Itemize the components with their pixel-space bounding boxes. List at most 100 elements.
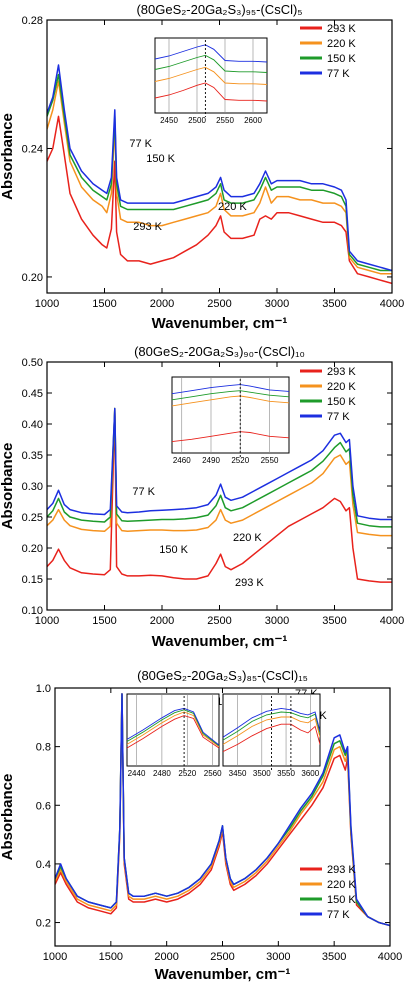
x-axis-label: Wavenumber, cm⁻¹ bbox=[152, 633, 288, 650]
inset-frame bbox=[154, 37, 268, 114]
x-axis-label: Wavenumber, cm⁻¹ bbox=[155, 966, 291, 983]
inset-series-line bbox=[127, 715, 219, 749]
inset-2: 3450 3500 3550 3600 bbox=[222, 693, 321, 778]
x-tick-label: 4000 bbox=[380, 615, 404, 627]
inset-tick-label: 2450 bbox=[160, 116, 178, 125]
series-line-77k bbox=[47, 64, 392, 272]
inset-tick-label: 3450 bbox=[229, 769, 247, 778]
series-group bbox=[47, 64, 392, 285]
curve-annotation: 220 K bbox=[218, 201, 247, 213]
series-line-150k bbox=[47, 407, 392, 528]
inset-tick-label: 2550 bbox=[261, 456, 279, 465]
y-tick-label: 0.20 bbox=[22, 272, 43, 284]
legend-label: 150 K bbox=[327, 894, 356, 906]
y-tick-label: 0.35 bbox=[22, 450, 43, 462]
inset-series-line bbox=[155, 66, 267, 85]
inset-tick-label: 2500 bbox=[188, 116, 206, 125]
curve-annotation: 220 K bbox=[233, 532, 262, 544]
inset-series-line bbox=[127, 711, 219, 747]
legend-label: 293 K bbox=[327, 366, 356, 378]
series-line-150k bbox=[47, 73, 392, 272]
inset-tick-label: 3500 bbox=[253, 769, 271, 778]
panel-2: (80GeS₂-20Ga₂S₃)₉₀-(CsCl)₁₀ 1000 1500 2000 2… bbox=[0, 344, 404, 650]
x-tick-label: 2500 bbox=[210, 951, 234, 963]
x-tick-label: 3500 bbox=[322, 615, 346, 627]
panel-title: (80GeS₂-20Ga₂S₃)₉₀-(CsCl)₁₀ bbox=[134, 344, 305, 359]
inset-1: 2460 2490 2520 2550 bbox=[171, 376, 290, 465]
legend-label: 77 K bbox=[327, 909, 350, 921]
inset-series-group bbox=[155, 44, 267, 102]
legend-label: 293 K bbox=[327, 23, 356, 35]
y-tick-label: 0.28 bbox=[22, 15, 43, 27]
y-tick-label: 0.25 bbox=[22, 512, 43, 524]
x-tick-label: 4000 bbox=[378, 951, 402, 963]
x-tick-label: 2000 bbox=[150, 615, 174, 627]
inset-series-line bbox=[155, 54, 267, 73]
legend-label: 220 K bbox=[327, 38, 356, 50]
inset-frame bbox=[171, 376, 290, 454]
y-tick-label: 1.0 bbox=[36, 683, 51, 695]
series-line-77k bbox=[55, 693, 390, 927]
inset-tick-label: 2480 bbox=[153, 769, 171, 778]
series-line-293k bbox=[47, 115, 392, 285]
x-tick-label: 1000 bbox=[43, 951, 67, 963]
inset-series-group bbox=[223, 707, 320, 753]
legend-label: 150 K bbox=[327, 396, 356, 408]
x-tick-label: 3500 bbox=[322, 951, 346, 963]
x-tick-label: 3000 bbox=[265, 298, 289, 310]
panel-title: (80GeS₂-20Ga₂S₃)₉₅-(CsCl)₅ bbox=[136, 2, 302, 17]
series-group bbox=[55, 693, 390, 927]
inset-series-line bbox=[223, 723, 320, 753]
x-tick-label: 1500 bbox=[99, 951, 123, 963]
inset-tick-label: 2460 bbox=[173, 456, 191, 465]
panel-3: (80GeS₂-20Ga₂S₃)₈₅-(CsCl)₁₅ 1000 1500 2000 2… bbox=[0, 668, 402, 983]
x-axis-label: Wavenumber, cm⁻¹ bbox=[152, 315, 288, 332]
inset-series-line bbox=[172, 390, 289, 401]
y-tick-label: 0.24 bbox=[22, 143, 43, 155]
y-axis-label: Absorbance bbox=[0, 113, 16, 200]
inset-tick-label: 2440 bbox=[128, 769, 146, 778]
legend-label: 220 K bbox=[327, 381, 356, 393]
inset-tick-label: 2560 bbox=[204, 769, 222, 778]
y-tick-label: 0.30 bbox=[22, 481, 43, 493]
legend: 293 K 220 K 150 K 77 K bbox=[300, 366, 356, 423]
legend-label: 293 K bbox=[327, 864, 356, 876]
x-tick-label: 2500 bbox=[207, 615, 231, 627]
panel-1: (80GeS₂-20Ga₂S₃)₉₅-(CsCl)₅ 1000 1500 2000 25… bbox=[0, 2, 404, 332]
curve-annotation: 293 K bbox=[133, 221, 162, 233]
x-tick-label: 1000 bbox=[35, 615, 59, 627]
inset-series-group bbox=[172, 384, 289, 443]
y-tick-label: 0.8 bbox=[36, 742, 51, 754]
inset-series-line bbox=[172, 431, 289, 443]
x-tick-label: 1500 bbox=[92, 298, 116, 310]
inset-series-group bbox=[127, 707, 219, 749]
x-tick-label: 3500 bbox=[322, 298, 346, 310]
legend: 293 K 220 K 150 K 77 K bbox=[300, 864, 356, 921]
y-tick-label: 0.4 bbox=[36, 859, 51, 871]
inset-tick-label: 2490 bbox=[202, 456, 220, 465]
inset-tick-label: 2520 bbox=[178, 769, 196, 778]
inset-series-line bbox=[172, 384, 289, 395]
y-tick-label: 0.45 bbox=[22, 388, 43, 400]
y-axis-label: Absorbance bbox=[0, 774, 16, 861]
series-group bbox=[47, 407, 392, 583]
legend-label: 77 K bbox=[327, 68, 350, 80]
legend-label: 77 K bbox=[327, 411, 350, 423]
x-tick-label: 2500 bbox=[207, 298, 231, 310]
y-tick-label: 0.20 bbox=[22, 543, 43, 555]
y-tick-label: 0.10 bbox=[22, 605, 43, 617]
inset-series-line bbox=[127, 709, 219, 747]
inset-series-line bbox=[172, 395, 289, 407]
inset-tick-label: 3600 bbox=[301, 769, 319, 778]
curve-annotation: 150 K bbox=[146, 153, 175, 165]
x-tick-label: 3000 bbox=[266, 951, 290, 963]
y-tick-label: 0.2 bbox=[36, 918, 51, 930]
inset-series-line bbox=[223, 716, 320, 745]
inset-1: 2450 2500 2550 2600 bbox=[154, 37, 268, 125]
legend-label: 150 K bbox=[327, 53, 356, 65]
inset-frame bbox=[126, 693, 220, 767]
y-tick-label: 0.40 bbox=[22, 419, 43, 431]
x-tick-label: 4000 bbox=[380, 298, 404, 310]
inset-series-line bbox=[223, 711, 320, 741]
